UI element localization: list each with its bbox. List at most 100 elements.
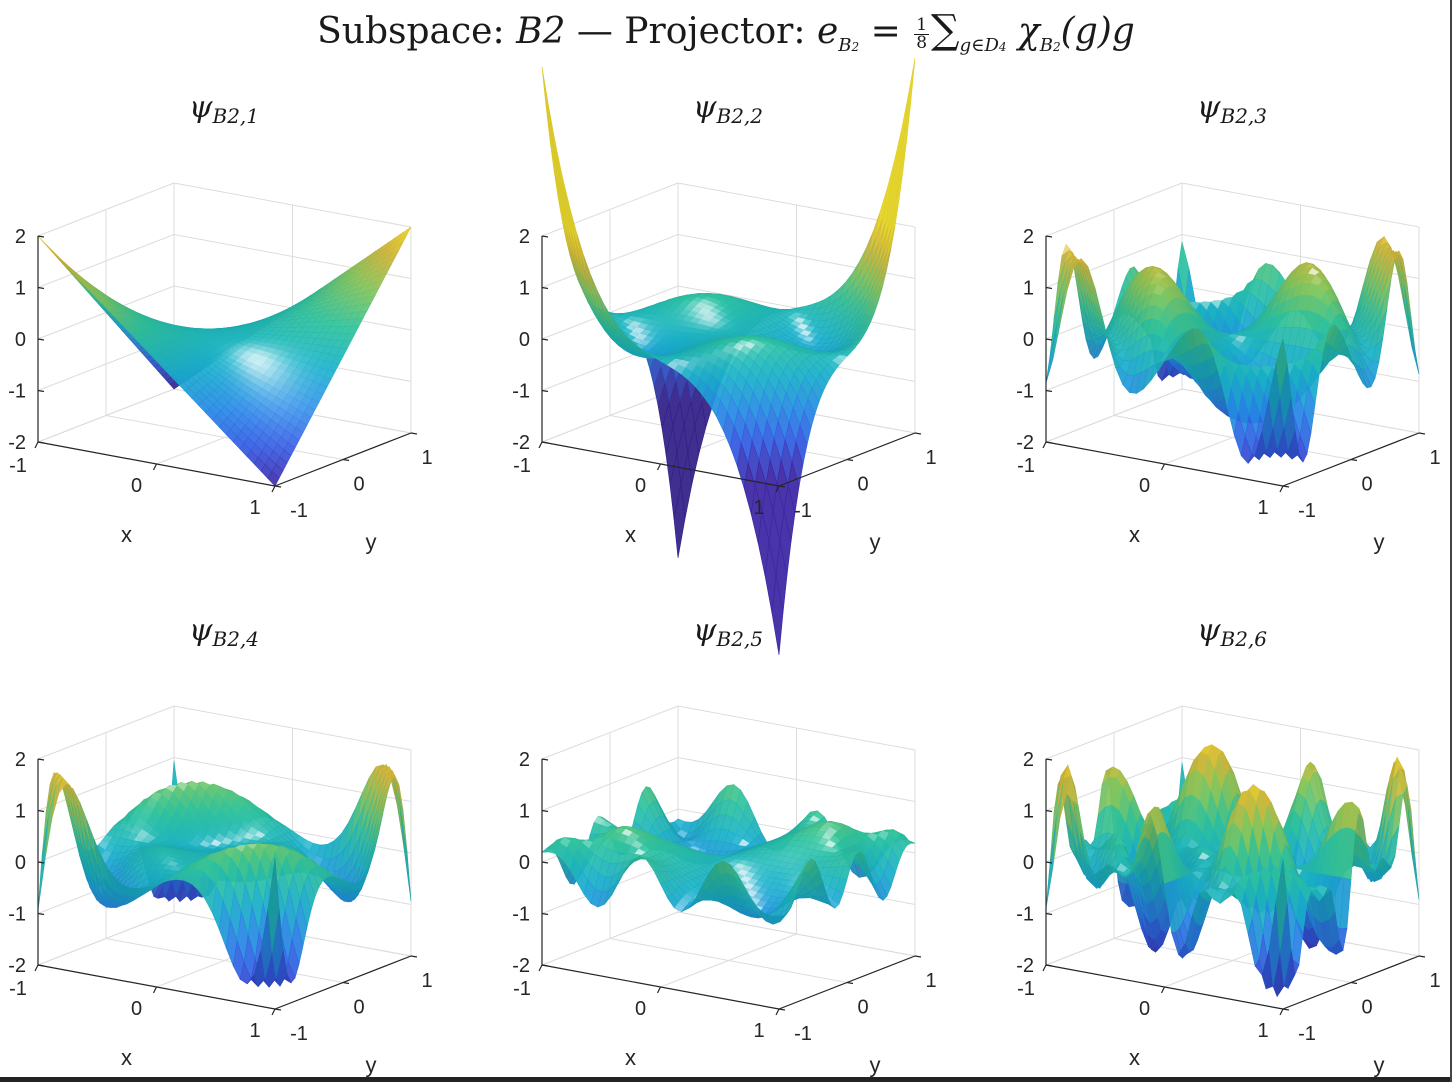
x-axis-label: x	[121, 1045, 132, 1070]
y-tick	[1350, 458, 1358, 462]
x-tick	[152, 986, 158, 994]
z-tick-label: 2	[1023, 226, 1034, 248]
z-tick-label: -2	[512, 432, 530, 454]
z-tick	[1045, 441, 1053, 444]
x-tick-label: -1	[9, 978, 27, 1000]
y-tick-label: 0	[1361, 474, 1372, 496]
gridline-floor-y	[105, 938, 344, 983]
title-prefix: Subspace:	[317, 11, 517, 52]
x-tick-label: -1	[1017, 455, 1035, 477]
x-tick	[34, 441, 39, 449]
y-tick-label: 1	[421, 447, 432, 469]
y-tick	[1282, 485, 1290, 488]
gridline-floor-y	[609, 938, 848, 983]
z-tick-label: -1	[8, 381, 26, 403]
x-tick-label: 1	[249, 1020, 260, 1042]
y-tick	[274, 485, 282, 488]
z-tick	[37, 441, 45, 444]
gridline-z	[541, 911, 916, 966]
z-tick	[1045, 389, 1053, 393]
x-tick	[152, 463, 158, 471]
gridline-z	[541, 705, 916, 760]
subplot-title: ψB2,1	[189, 90, 259, 128]
y-axis-label: y	[870, 530, 881, 555]
x-tick	[271, 1008, 276, 1016]
z-tick-label: -2	[8, 955, 26, 977]
title-e-subsub: 2	[851, 40, 860, 55]
z-tick	[37, 338, 45, 341]
y-tick-label: -1	[290, 500, 308, 522]
z-tick	[541, 389, 549, 393]
x-tick	[1160, 463, 1166, 471]
x-tick-label: 1	[249, 497, 260, 519]
x-tick-label: 1	[753, 497, 764, 519]
y-tick-label: 0	[353, 474, 364, 496]
z-tick-label: 0	[1023, 329, 1034, 351]
z-tick-label: -1	[8, 904, 26, 926]
subplot-title: ψB2,2	[693, 90, 763, 128]
title-mid: — Projector:	[565, 11, 817, 52]
y-tick-label: 1	[925, 447, 936, 469]
surface-patch	[541, 67, 554, 144]
subplot-title-symbol: ψ	[693, 613, 717, 648]
x-tick-label: 0	[1139, 475, 1150, 497]
surface-patch	[1403, 283, 1416, 351]
y-tick	[846, 458, 854, 462]
z-tick	[37, 286, 45, 290]
surface-patch	[395, 778, 408, 852]
y-tick-label: -1	[290, 1023, 308, 1045]
z-tick-label: 1	[15, 278, 26, 300]
subplot-title-subscript: B2,5	[716, 627, 764, 651]
title-sum: ∑	[931, 7, 960, 53]
y-tick	[1418, 432, 1426, 435]
subplot-title-subscript: B2,2	[716, 104, 764, 128]
title-chi-sub: B	[1039, 35, 1054, 57]
z-tick	[541, 235, 549, 238]
title-eq: =	[859, 11, 913, 52]
x-tick	[1042, 441, 1047, 449]
x-tick	[1279, 485, 1284, 493]
gridline-z	[37, 705, 412, 760]
title-frac-den: 8	[916, 32, 928, 53]
gridline-z	[1045, 233, 1420, 288]
z-tick-label: 0	[15, 852, 26, 874]
z-tick-label: 1	[15, 801, 26, 823]
y-tick	[342, 981, 350, 985]
z-tick-label: 1	[1023, 278, 1034, 300]
y-axis-label: y	[366, 530, 377, 555]
z-tick-label: 0	[519, 329, 530, 351]
figure-title: Subspace: B2 — Projector: eB2 = 1 8 ∑g∈D4 …	[0, 4, 1452, 56]
subplot-title: ψB2,5	[693, 613, 763, 651]
subplot-title: ψB2,3	[1197, 90, 1267, 128]
y-axis-label: y	[1374, 530, 1385, 555]
x-tick-label: 0	[635, 475, 646, 497]
title-sum-sub: g∈D	[959, 35, 999, 57]
x-axis-label: x	[1129, 522, 1140, 547]
subplot-title: ψB2,4	[189, 613, 259, 651]
gridline-floor-y	[105, 415, 344, 460]
x-tick-label: 1	[1257, 497, 1268, 519]
y-tick-label: 0	[857, 474, 868, 496]
gridline-z	[1045, 182, 1420, 237]
z-tick-label: -2	[1016, 432, 1034, 454]
x-tick-label: -1	[513, 455, 531, 477]
surface-patch	[1045, 324, 1058, 384]
title-subspace: B2	[516, 11, 566, 52]
y-tick	[914, 432, 922, 435]
z-tick	[37, 758, 45, 761]
subplot-title-symbol: ψ	[1197, 90, 1221, 125]
title-e-sub: B	[838, 35, 852, 57]
z-tick	[1045, 286, 1053, 290]
surface-patch	[903, 58, 916, 136]
x-axis-label: x	[121, 522, 132, 547]
subplot-title-subscript: B2,3	[1220, 104, 1268, 128]
y-tick-label: -1	[1298, 500, 1316, 522]
z-tick-label: 0	[15, 329, 26, 351]
z-tick	[37, 964, 45, 967]
y-tick	[410, 432, 418, 435]
z-tick	[1045, 338, 1053, 341]
